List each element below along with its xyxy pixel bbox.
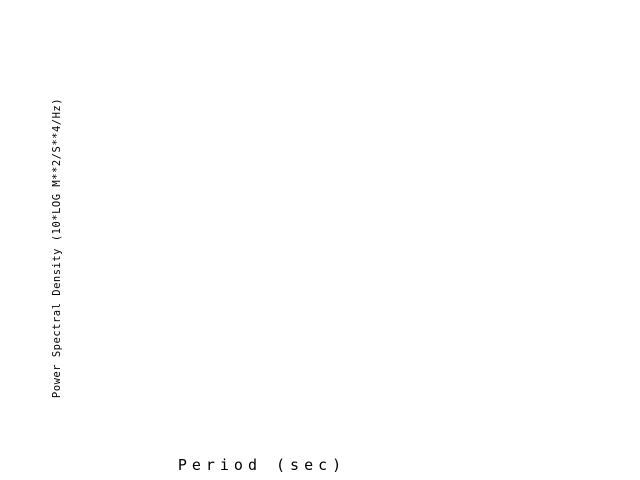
x-axis-label: Period (sec) — [177, 456, 347, 474]
y-axis-label: Power Spectral Density (10*LOG M**2/S**4… — [51, 97, 63, 399]
